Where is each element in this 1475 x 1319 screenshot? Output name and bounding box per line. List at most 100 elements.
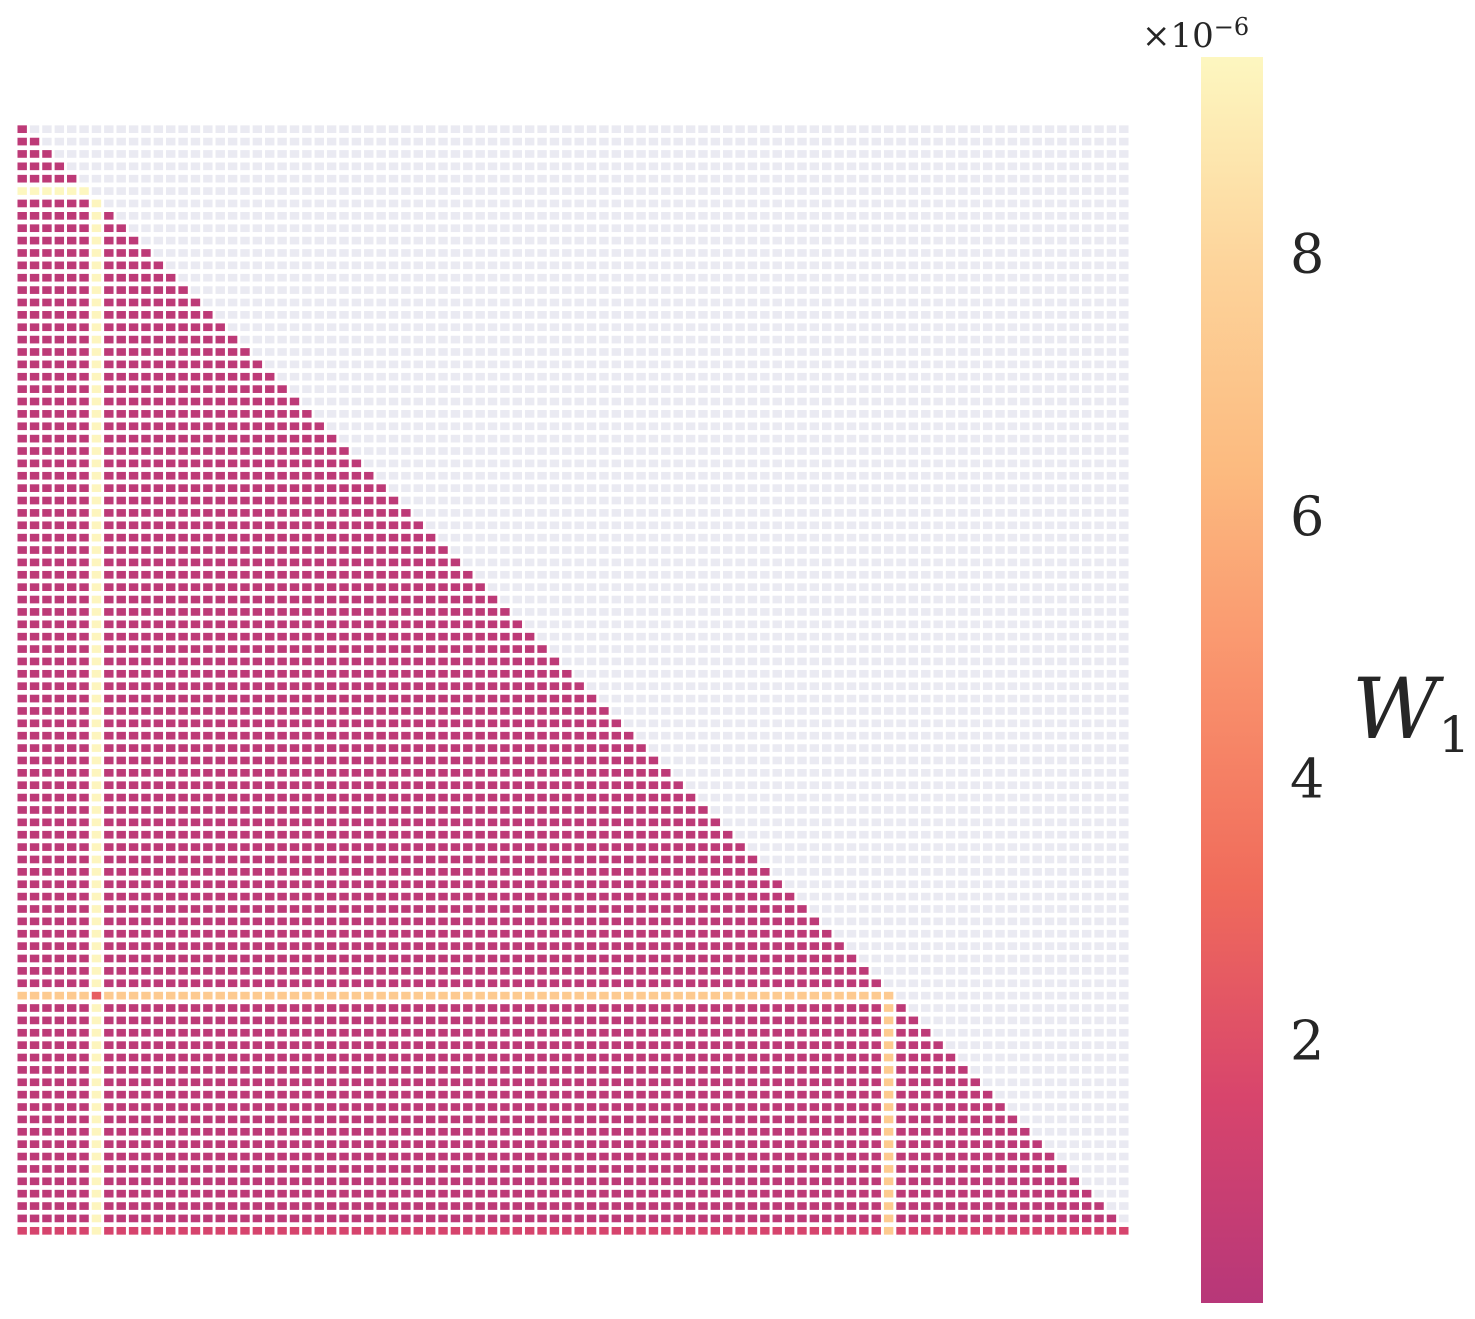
heatmap-cell-masked [958, 682, 968, 691]
heatmap-cell-masked [227, 187, 238, 195]
heatmap-cell [364, 707, 374, 715]
heatmap-cell-masked [945, 348, 956, 356]
heatmap-cell-masked [772, 187, 782, 195]
heatmap-cell [203, 385, 213, 393]
heatmap-cell-masked [710, 137, 721, 146]
heatmap-cell [314, 496, 324, 505]
heatmap-cell-masked [797, 311, 807, 319]
heatmap-cell-masked [995, 769, 1005, 777]
heatmap-cell-masked [896, 546, 906, 554]
heatmap-cell-masked [846, 756, 857, 765]
heatmap-cell-masked [302, 137, 312, 146]
heatmap-cell-masked [339, 199, 349, 208]
heatmap-cell [438, 781, 448, 790]
heatmap-cell [475, 645, 485, 653]
heatmap-cell [42, 199, 52, 208]
heatmap-cell [104, 236, 114, 245]
heatmap-cell [302, 608, 312, 616]
heatmap-cell [116, 422, 126, 431]
heatmap-cell-masked [624, 422, 634, 431]
heatmap-cell-masked [128, 162, 139, 171]
heatmap-cell [128, 496, 139, 505]
heatmap-cell-masked [945, 669, 956, 678]
heatmap-cell-masked [1057, 311, 1067, 319]
heatmap-cell [339, 595, 349, 604]
heatmap-cell-masked [945, 731, 956, 740]
heatmap-cell [240, 744, 250, 752]
heatmap-cell [277, 707, 287, 715]
heatmap-cell-masked [1007, 199, 1018, 208]
heatmap-cell-masked [933, 719, 943, 728]
heatmap-cell-masked [834, 187, 844, 195]
heatmap-cell-masked [463, 335, 473, 344]
heatmap-cell-masked [1032, 137, 1042, 146]
heatmap-cell-masked [673, 447, 683, 455]
heatmap-cell-masked [500, 422, 510, 431]
heatmap-cell [351, 781, 362, 790]
heatmap-cell-masked [698, 372, 708, 381]
heatmap-cell-masked [921, 620, 931, 629]
heatmap-cell-masked [339, 372, 349, 381]
heatmap-cell [240, 360, 250, 369]
heatmap-cell-masked [1106, 385, 1117, 393]
heatmap-cell [277, 719, 287, 728]
heatmap-cell [401, 682, 411, 691]
heatmap-cell-masked [240, 286, 250, 294]
heatmap-cell-masked [289, 298, 300, 307]
heatmap-cell-masked [599, 212, 609, 220]
heatmap-cell-masked [698, 187, 708, 195]
heatmap-cell-masked [524, 224, 535, 233]
heatmap-cell-masked [846, 348, 857, 356]
heatmap-cell [289, 719, 300, 728]
heatmap-cell-masked [215, 199, 225, 208]
heatmap-cell-masked [1032, 199, 1042, 208]
heatmap-cell [450, 793, 461, 802]
heatmap-cell-masked [562, 335, 572, 344]
heatmap-cell-masked [945, 125, 956, 134]
heatmap-cell-masked [611, 521, 622, 530]
heatmap-cell [277, 781, 287, 790]
heatmap-cell-masked [549, 447, 560, 455]
heatmap-cell-masked [846, 546, 857, 554]
heatmap-cell-masked [537, 273, 547, 282]
heatmap-cell-masked [215, 212, 225, 220]
heatmap-cell-masked [376, 249, 386, 257]
heatmap-cell [351, 509, 362, 517]
heatmap-cell-masked [883, 509, 894, 517]
heatmap-cell-masked [1044, 769, 1055, 777]
heatmap-cell [302, 769, 312, 777]
heatmap-cell [599, 707, 609, 715]
heatmap-cell-masked [326, 335, 337, 344]
heatmap-cell [401, 583, 411, 591]
heatmap-cell-masked [933, 335, 943, 344]
heatmap-cell-masked [723, 447, 733, 455]
heatmap-cell-masked [896, 422, 906, 431]
heatmap-cell [153, 632, 164, 641]
heatmap-cell [326, 595, 337, 604]
heatmap-cell [500, 806, 510, 814]
heatmap-cell [141, 422, 151, 431]
heatmap-cell-masked [958, 744, 968, 752]
heatmap-cell-masked [574, 273, 584, 282]
heatmap-cell-masked [995, 199, 1005, 208]
heatmap-cell-masked [636, 360, 646, 369]
heatmap-cell-masked [599, 447, 609, 455]
heatmap-cell-masked [215, 249, 225, 257]
heatmap-cell [475, 719, 485, 728]
heatmap-cell-masked [995, 410, 1005, 418]
heatmap-cell-masked [995, 694, 1005, 703]
heatmap-cell [463, 694, 473, 703]
heatmap-cell-masked [1020, 187, 1030, 195]
heatmap-cell-masked [388, 397, 399, 406]
heatmap-cell-masked [1081, 137, 1092, 146]
heatmap-cell-masked [1007, 694, 1018, 703]
heatmap-cell-masked [822, 694, 832, 703]
heatmap-cell [401, 781, 411, 790]
heatmap-cell [524, 632, 535, 641]
heatmap-cell [475, 806, 485, 814]
heatmap-cell [661, 793, 671, 802]
heatmap-cell-masked [723, 583, 733, 591]
heatmap-cell-masked [1069, 236, 1080, 245]
heatmap-cell [401, 533, 411, 542]
heatmap-cell-masked [574, 459, 584, 468]
